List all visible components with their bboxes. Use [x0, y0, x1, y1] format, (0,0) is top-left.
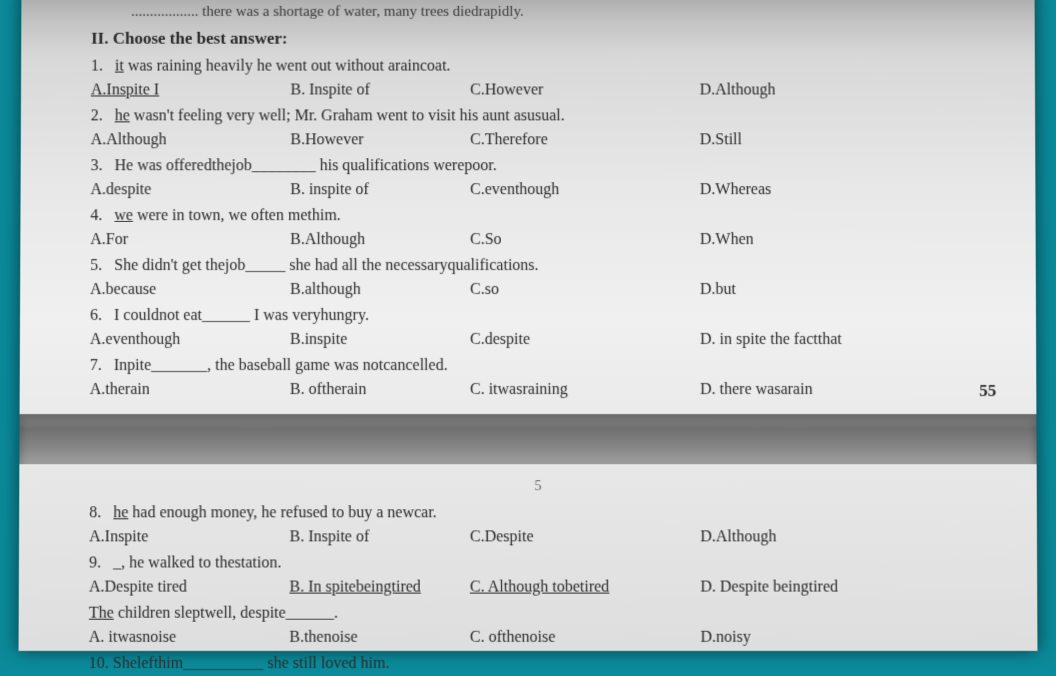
q3-opt-b: B. inspite of [290, 178, 470, 202]
q5-options: A.because B.although C.so D.but [70, 278, 1006, 302]
q3-options: A.despite B. inspite of C.eventhough D.W… [70, 178, 1005, 202]
q1-opt-d: D.Although [700, 79, 1005, 103]
q4-opt-d: D.When [700, 228, 1006, 252]
q6-options: A.eventhough B.inspite C.despite D. in s… [70, 328, 1006, 352]
q3-opt-c: C.eventhough [470, 178, 700, 202]
q3-opt-a: A.despite [90, 178, 290, 202]
q2-options: A.Although B.However C.Therefore D.Still [71, 128, 1006, 152]
q9-opt-c: C. Although tobetired [470, 579, 609, 596]
q3-text: 3. He was offeredthejob________ his qual… [71, 154, 1006, 178]
q2-opt-a: A.Although [91, 128, 291, 152]
q4-text: 4. we were in town, we often methim. [70, 204, 1005, 228]
q4-opt-a: A.For [90, 228, 290, 252]
q2-opt-d: D.Still [700, 128, 1006, 152]
q1-opt-b: B. Inspite of [290, 79, 470, 103]
question-8: 8. he had enough money, he refused to bu… [69, 501, 1007, 549]
q5-text: 5. She didn't get thejob_____ she had al… [70, 254, 1006, 278]
qc-opt-a: A. itwasnoise [89, 626, 290, 650]
q9-opt-b: B. In spitebeingtired [289, 579, 420, 596]
q7-opt-b: B. oftherain [290, 378, 470, 402]
worksheet-paper: .................. there was a shortage … [19, 0, 1038, 651]
question-2: 2. he wasn't feeling very well; Mr. Grah… [71, 104, 1006, 152]
qc-opt-b: B.thenoise [289, 626, 470, 650]
section-title: II. Choose the best answer: [71, 25, 1005, 50]
qc-options: A. itwasnoise B.thenoise C. ofthenoise D… [69, 626, 1008, 650]
q7-options: A.therain B. oftherain C. itwasraining D… [70, 378, 1007, 402]
question-4: 4. we were in town, we often methim. A.F… [70, 204, 1005, 252]
q1-text: 1. it was raining heavily he went out wi… [71, 55, 1005, 79]
q10-text: 10. Shelefthim__________ she still loved… [69, 652, 1008, 676]
question-5: 5. She didn't get thejob_____ she had al… [70, 254, 1006, 302]
q8-opt-a: A.Inspite [89, 525, 289, 549]
q2-opt-c: C.Therefore [470, 128, 700, 152]
q6-opt-c: C.despite [470, 328, 700, 352]
q6-opt-b: B.inspite [290, 328, 470, 352]
q5-opt-a: A.because [90, 278, 290, 302]
q8-text: 8. he had enough money, he refused to bu… [69, 501, 1007, 525]
question-10: 10. Shelefthim__________ she still loved… [69, 652, 1008, 676]
q1-opt-c: C.However [470, 79, 700, 103]
q9-text: 9. _, he walked to thestation. [69, 551, 1007, 575]
q1-options: A.Inspite I B. Inspite of C.However D.Al… [71, 79, 1005, 103]
page-number: 55 [979, 378, 996, 404]
q3-opt-d: D.Whereas [700, 178, 1006, 202]
q9-opt-a: A.Despite tired [89, 576, 290, 600]
qc-text: The children sleptwell, despite______. [69, 602, 1007, 626]
qc-opt-c: C. ofthenoise [470, 626, 701, 650]
q2-opt-b: B.However [290, 128, 470, 152]
q8-options: A.Inspite B. Inspite of C.Despite D.Alth… [69, 525, 1007, 549]
question-3: 3. He was offeredthejob________ his qual… [70, 154, 1005, 202]
small-page-number: 5 [69, 476, 1006, 497]
q9-options: A.Despite tired B. In spitebeingtired C.… [69, 576, 1007, 600]
q6-opt-d: D. in spite the factthat [700, 328, 1006, 352]
q8-opt-d: D.Although [700, 525, 1007, 549]
question-9: 9. _, he walked to thestation. A.Despite… [69, 551, 1007, 599]
q4-options: A.For B.Although C.So D.When [70, 228, 1005, 252]
q9-opt-d: D. Despite beingtired [700, 576, 1007, 600]
q5-opt-c: C.so [470, 278, 700, 302]
q5-opt-d: D.but [700, 278, 1006, 302]
question-1: 1. it was raining heavily he went out wi… [71, 55, 1005, 103]
q7-opt-a: A.therain [90, 378, 290, 402]
q6-opt-a: A.eventhough [90, 328, 290, 352]
q7-opt-c: C. itwasraining [470, 378, 700, 402]
q8-opt-c: C.Despite [470, 525, 700, 549]
question-children: The children sleptwell, despite______. A… [69, 602, 1008, 650]
question-6: 6. I couldnot eat______ I was veryhungry… [70, 304, 1006, 352]
q5-opt-b: B.although [290, 278, 470, 302]
q2-text: 2. he wasn't feeling very well; Mr. Grah… [71, 104, 1005, 128]
q7-text: 7. Inpite_______, the baseball game was … [70, 354, 1006, 378]
q8-opt-b: B. Inspite of [290, 525, 470, 549]
q1-opt-a: A.Inspite I [91, 82, 159, 99]
question-7: 7. Inpite_______, the baseball game was … [70, 354, 1007, 402]
q7-opt-d: D. there wasarain [700, 378, 1006, 402]
q4-opt-b: B.Although [290, 228, 470, 252]
q4-opt-c: C.So [470, 228, 700, 252]
page-fold-gap [19, 414, 1036, 464]
intro-sentence: .................. there was a shortage … [71, 1, 1005, 23]
q6-text: 6. I couldnot eat______ I was veryhungry… [70, 304, 1006, 328]
qc-opt-d: D.noisy [700, 626, 1007, 650]
